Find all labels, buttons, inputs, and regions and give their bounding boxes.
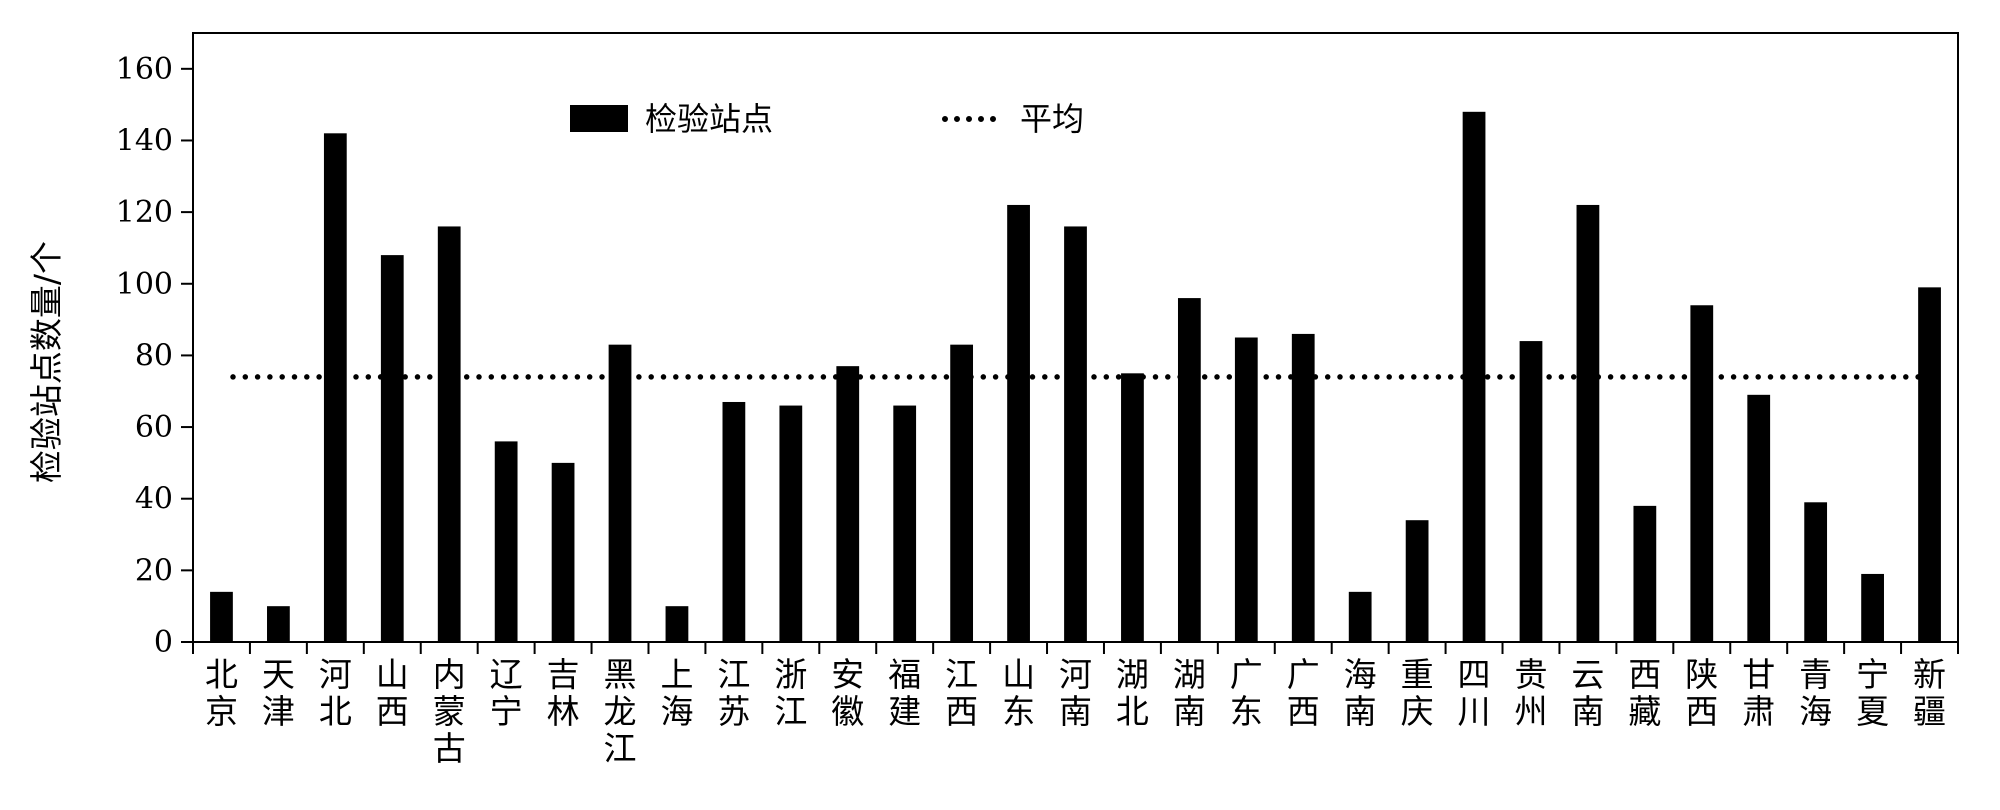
bar-27 bbox=[1747, 394, 1771, 642]
bar-2 bbox=[323, 133, 347, 642]
x-tick-label-2: 河北 bbox=[319, 655, 352, 731]
y-tick-label-5: 100 bbox=[116, 267, 173, 302]
bars-group bbox=[210, 111, 1941, 643]
x-tick-label-0: 北京 bbox=[205, 655, 238, 731]
y-tick-label-7: 140 bbox=[116, 123, 173, 158]
bar-19 bbox=[1291, 333, 1315, 642]
x-tick-label-8: 上海 bbox=[660, 655, 693, 731]
x-tick-label-27: 甘肃 bbox=[1742, 655, 1775, 731]
bar-17 bbox=[1177, 298, 1201, 642]
x-tick-label-28: 青海 bbox=[1799, 655, 1832, 731]
x-tick-label-25: 西藏 bbox=[1628, 655, 1661, 731]
x-tick-label-1: 天津 bbox=[262, 655, 295, 731]
bar-8 bbox=[665, 606, 689, 642]
bar-23 bbox=[1519, 341, 1543, 642]
legend-swatch-bar bbox=[570, 105, 628, 132]
x-tick-label-16: 湖北 bbox=[1116, 655, 1149, 731]
x-tick-label-15: 河南 bbox=[1059, 655, 1092, 731]
y-axis-title: 检验站点数量/个 bbox=[27, 241, 66, 483]
bar-26 bbox=[1690, 305, 1714, 642]
bar-15 bbox=[1064, 226, 1087, 642]
x-tick-label-23: 贵州 bbox=[1514, 655, 1547, 731]
legend-label-average: 平均 bbox=[1020, 100, 1084, 138]
x-tick-label-17: 湖南 bbox=[1173, 655, 1206, 731]
x-tick-label-6: 吉林 bbox=[547, 655, 580, 731]
y-tick-label-3: 60 bbox=[135, 410, 173, 445]
x-tick-label-13: 江西 bbox=[945, 655, 978, 731]
bar-28 bbox=[1804, 502, 1828, 642]
y-tick-label-2: 40 bbox=[135, 482, 173, 517]
bar-30 bbox=[1918, 287, 1941, 642]
x-tick-label-22: 四川 bbox=[1458, 655, 1491, 731]
legend: 检验站点 平均 bbox=[570, 100, 1084, 138]
x-tick-label-19: 广西 bbox=[1287, 655, 1320, 731]
y-tick-label-6: 120 bbox=[116, 195, 173, 230]
bar-10 bbox=[779, 405, 803, 642]
bar-14 bbox=[1007, 204, 1030, 642]
x-tick-label-7: 黑龙江 bbox=[604, 655, 637, 768]
y-tick-label-1: 20 bbox=[135, 553, 173, 588]
bar-29 bbox=[1861, 573, 1884, 642]
x-tick-label-14: 山东 bbox=[1002, 655, 1035, 731]
bar-20 bbox=[1348, 591, 1372, 642]
y-tick-label-0: 0 bbox=[154, 625, 173, 660]
x-tick-label-4: 内蒙古 bbox=[433, 655, 466, 768]
x-tick-label-5: 辽宁 bbox=[490, 655, 523, 731]
bar-5 bbox=[494, 441, 518, 642]
x-tick-label-21: 重庆 bbox=[1401, 655, 1434, 731]
bar-4 bbox=[437, 226, 461, 642]
bar-9 bbox=[722, 401, 746, 642]
bar-16 bbox=[1121, 373, 1144, 642]
bar-24 bbox=[1576, 204, 1600, 642]
x-tick-label-10: 浙江 bbox=[774, 655, 807, 731]
y-tick-label-8: 160 bbox=[116, 52, 173, 87]
x-tick-label-9: 江苏 bbox=[717, 655, 750, 731]
legend-label-bar: 检验站点 bbox=[645, 100, 773, 138]
bar-1 bbox=[267, 606, 290, 642]
bar-6 bbox=[551, 462, 575, 642]
bar-7 bbox=[608, 344, 632, 642]
x-tick-label-18: 广东 bbox=[1230, 655, 1263, 731]
bar-21 bbox=[1405, 520, 1429, 642]
bar-25 bbox=[1633, 505, 1657, 642]
bar-18 bbox=[1234, 337, 1258, 642]
x-tick-label-12: 福建 bbox=[888, 655, 921, 731]
x-tick-label-30: 新疆 bbox=[1913, 655, 1946, 731]
bar-11 bbox=[836, 366, 860, 642]
x-tick-label-20: 海南 bbox=[1344, 655, 1377, 731]
x-tick-label-3: 山西 bbox=[376, 655, 409, 731]
bar-3 bbox=[380, 255, 404, 643]
bar-0 bbox=[210, 591, 233, 642]
y-axis: 0 20 40 60 80 100 120 140 160 bbox=[116, 52, 193, 660]
x-tick-label-24: 云南 bbox=[1571, 655, 1604, 731]
bar-13 bbox=[950, 344, 974, 642]
x-tick-label-26: 陕西 bbox=[1685, 655, 1718, 731]
x-axis: 北京天津河北山西内蒙古辽宁吉林黑龙江上海江苏浙江安徽福建江西山东河南湖北湖南广东… bbox=[192, 642, 1959, 768]
bar-12 bbox=[893, 405, 917, 642]
x-tick-label-29: 宁夏 bbox=[1856, 655, 1889, 731]
x-tick-label-11: 安徽 bbox=[831, 655, 864, 731]
y-tick-label-4: 80 bbox=[135, 338, 173, 373]
